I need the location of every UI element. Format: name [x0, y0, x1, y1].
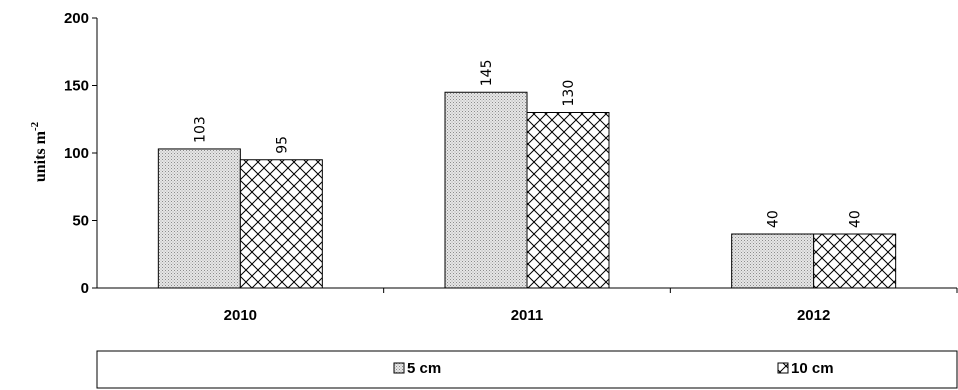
legend-swatch-10cm [777, 362, 789, 374]
legend: 5 cm 10 cm [96, 350, 958, 389]
bar-2011-10cm [526, 112, 610, 289]
y-axis-label-superscript: -2 [29, 121, 41, 131]
y-tick-label: 100 [64, 145, 89, 162]
bars [157, 91, 897, 289]
data-label: 130 [561, 80, 577, 107]
legend-label-5cm: 5 cm [407, 360, 441, 377]
y-tick-label: 150 [64, 78, 89, 95]
y-tick-label: 50 [72, 213, 89, 230]
legend-label-10cm: 10 cm [791, 360, 834, 377]
data-label: 40 [766, 210, 782, 228]
bar-2011-5cm [444, 91, 528, 289]
y-tick-label: 0 [81, 280, 89, 297]
y-ticks: 0 50 100 150 200 [64, 10, 97, 297]
bar-2012-5cm [731, 233, 815, 289]
bar-2010-10cm [239, 159, 323, 289]
data-labels: 103 95 145 130 40 40 [192, 60, 863, 228]
bar-2010-5cm [157, 148, 241, 289]
y-tick-label: 200 [64, 10, 89, 27]
data-label: 145 [479, 60, 495, 87]
bar-2012-10cm [813, 233, 897, 289]
x-category-label: 2012 [797, 307, 830, 324]
legend-box [96, 350, 958, 389]
y-axis-label: units m-2 [29, 121, 49, 182]
legend-swatch-5cm [393, 362, 405, 374]
data-label: 103 [192, 116, 208, 143]
x-category-label: 2010 [224, 307, 257, 324]
category-labels: 2010 2011 2012 [224, 307, 831, 324]
data-label: 40 [848, 210, 864, 228]
y-axis-label-text: units m [32, 130, 49, 182]
x-category-label: 2011 [511, 307, 544, 324]
data-label: 95 [274, 136, 290, 154]
